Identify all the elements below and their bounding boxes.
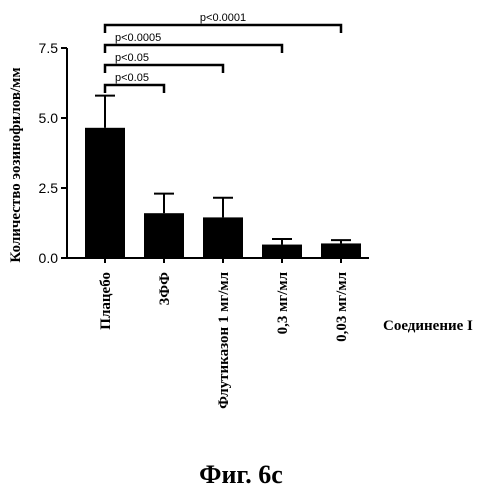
bar: [85, 127, 125, 258]
y-axis-label: Количество эозинофилов/мм: [8, 67, 24, 262]
significance-bracket: [103, 43, 284, 53]
bar-chart: 0.0 2.5 5.0 7.5 Количество эозинофилов/мм Пла…: [8, 12, 473, 409]
category-label: 0,03 мг/мл: [334, 271, 350, 341]
significance-label: p<0.0005: [115, 32, 161, 44]
category-label: Флутиказон 1 мг/мл: [216, 271, 232, 408]
bar: [203, 217, 243, 258]
bar: [144, 213, 184, 258]
category-label: Плацебо: [98, 272, 114, 330]
y-tick-label: 2.5: [39, 180, 59, 196]
bar: [321, 243, 361, 258]
y-tick-label: 0.0: [39, 250, 59, 266]
plot-area: 0.0 2.5 5.0 7.5 Количество эозинофилов/мм Пла…: [8, 12, 473, 409]
y-tick-label: 5.0: [39, 110, 59, 126]
y-tick-label: 7.5: [39, 40, 59, 56]
category-label: 3ФФ: [157, 272, 173, 305]
figure-caption: Фиг. 6c: [199, 460, 283, 489]
significance-label: p<0.0001: [200, 12, 246, 24]
significance-bracket: [103, 63, 225, 73]
category-label: 0,3 мг/мл: [275, 271, 291, 334]
significance-label: p<0.05: [115, 72, 149, 84]
significance-bracket: [103, 23, 343, 33]
significance-bracket: [103, 83, 166, 93]
significance-label: p<0.05: [115, 52, 149, 64]
bar: [262, 244, 302, 258]
x-axis-label: Соединение I: [383, 318, 473, 334]
